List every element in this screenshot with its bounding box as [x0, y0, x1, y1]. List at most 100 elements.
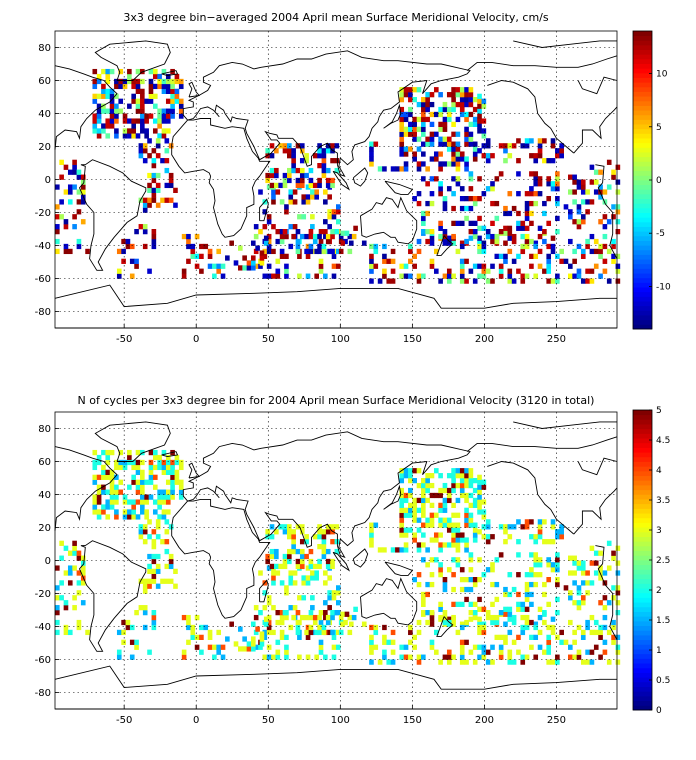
bin-cell [572, 555, 577, 561]
bin-cell [282, 558, 288, 565]
bin-cell [494, 581, 500, 588]
bin-cell [140, 504, 145, 510]
bin-cell [503, 225, 508, 231]
bin-cell [451, 156, 456, 162]
coastline [54, 665, 617, 690]
bin-cell [369, 639, 374, 645]
bin-cell [602, 624, 608, 631]
bin-cell [425, 473, 430, 479]
bin-cell [318, 238, 324, 245]
bin-cell [455, 532, 461, 538]
colorbar-segment [633, 119, 652, 125]
bin-cell [442, 126, 448, 132]
bin-cell [116, 273, 122, 279]
bin-cell [127, 454, 132, 461]
bin-cell [580, 580, 586, 586]
bin-cell [105, 88, 111, 94]
colorbar-tick-label: 3.5 [656, 496, 670, 506]
bin-cell [131, 93, 136, 99]
bin-cell [464, 619, 469, 626]
bin-cell [85, 629, 90, 636]
bin-cell [416, 542, 422, 548]
bin-cell [425, 92, 430, 98]
colorbar-segment [633, 700, 652, 706]
bin-cell [516, 539, 521, 545]
bin-cell [314, 570, 319, 576]
bin-cell [572, 258, 577, 264]
colorbar-segment [633, 475, 652, 481]
colorbar-segment [633, 625, 652, 631]
bin-cell [459, 601, 465, 607]
bin-cell [412, 151, 417, 157]
bin-cell [593, 619, 599, 626]
bin-cell [399, 522, 405, 528]
bin-cell [291, 233, 296, 240]
bin-cell [459, 240, 465, 246]
bin-cell [165, 509, 171, 515]
bin-cell [468, 512, 474, 518]
bin-cell [529, 567, 534, 573]
bin-cell [490, 659, 495, 665]
bin-cell [174, 474, 180, 480]
cycles-colorbar: 54.543.532.521.510.50 [632, 406, 670, 716]
bin-cell [433, 151, 439, 157]
bin-cell [225, 255, 230, 261]
bin-cell [271, 189, 276, 195]
bin-cell [408, 97, 413, 103]
bin-cell [546, 176, 552, 182]
bin-cell [421, 542, 426, 548]
colorbar-tick-label: 5 [656, 406, 662, 416]
bin-cell [464, 517, 469, 523]
coastline [513, 40, 617, 48]
bin-cell [546, 196, 552, 202]
bin-cell [266, 624, 272, 631]
bin-cell [481, 534, 487, 540]
bin-cell [459, 268, 465, 274]
bin-cell [555, 196, 560, 202]
bin-cell [334, 143, 340, 149]
bin-cell [546, 624, 552, 631]
bin-cell [421, 121, 426, 127]
bin-cell [416, 581, 422, 588]
bin-cell [207, 263, 213, 269]
bin-cell [446, 473, 452, 479]
bin-cell [63, 224, 69, 230]
bin-cell [369, 156, 374, 162]
colorbar-segment [633, 578, 652, 584]
bin-cell [438, 473, 443, 479]
bin-cell [524, 572, 530, 578]
bin-cell [451, 141, 456, 147]
bin-cell [327, 575, 332, 581]
bin-cell [472, 156, 478, 162]
bin-cell [464, 468, 469, 474]
bin-cell [266, 243, 272, 250]
bin-cell [253, 614, 259, 621]
bin-cell [287, 553, 292, 560]
bin-cell [563, 204, 569, 210]
bin-cell [140, 128, 145, 134]
bin-cell [275, 619, 281, 626]
bin-cell [297, 273, 302, 279]
bin-cell [464, 492, 469, 499]
bin-cell [334, 158, 340, 164]
bin-cell [494, 215, 500, 222]
bin-cell [382, 649, 387, 655]
bin-cell [533, 534, 539, 540]
bin-cell [468, 586, 474, 593]
colorbar-segment [633, 175, 652, 181]
bin-cell [140, 474, 145, 480]
bin-cell [67, 248, 73, 255]
bin-cell [96, 93, 102, 99]
colorbar-segment [633, 456, 652, 462]
bin-cell [516, 519, 521, 525]
bin-cell [451, 92, 456, 98]
bin-cell [186, 233, 191, 240]
bin-cell [80, 199, 86, 205]
bin-cell [464, 596, 469, 603]
bin-cell [533, 171, 539, 177]
bin-cell [92, 464, 98, 471]
bin-cell [611, 585, 616, 591]
bin-cell [412, 512, 417, 518]
bin-cell [55, 229, 60, 235]
bin-cell [507, 153, 513, 159]
